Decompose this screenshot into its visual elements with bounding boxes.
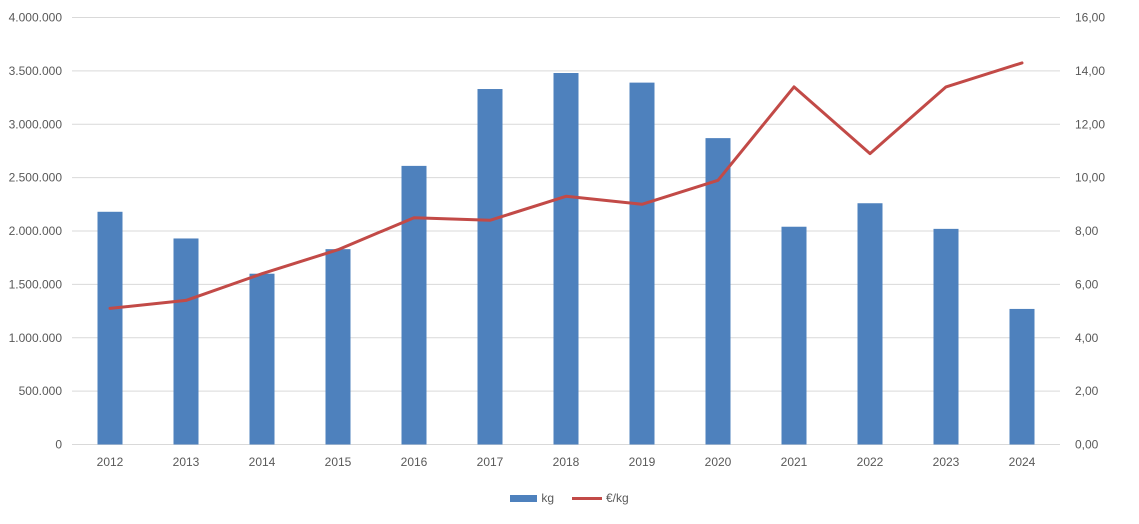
x-axis-tick-label: 2020 [705,455,732,469]
bar-2020 [705,138,731,445]
y-axis-right-tick-label: 0,00 [1075,438,1099,452]
x-axis-tick-label: 2016 [401,455,428,469]
bar-2023 [933,228,959,445]
y-axis-left-tick-label: 4.000.000 [9,11,63,25]
bar-2013 [173,238,199,445]
y-axis-left-tick-label: 1.500.000 [9,277,63,291]
x-axis-tick-label: 2021 [781,455,808,469]
y-axis-right-tick-label: 2,00 [1075,384,1099,398]
x-axis-tick-label: 2012 [97,455,124,469]
y-axis-right-tick-label: 10,00 [1075,171,1105,185]
price-per-kg-line [108,61,1024,310]
y-axis-right-tick-label: 4,00 [1075,331,1099,345]
legend-bar-swatch-icon [510,494,538,502]
y-axis-right-tick-label: 12,00 [1075,117,1105,131]
bar-2019 [629,82,655,445]
y-axis-right-tick-label: 6,00 [1075,277,1099,291]
legend-label-kg: kg [541,491,554,505]
bar-2014 [249,273,275,445]
y-axis-right-tick-label: 16,00 [1075,11,1105,25]
y-axis-left-tick-label: 2.000.000 [9,224,63,238]
y-axis-left-tick-label: 1.000.000 [9,331,63,345]
bar-2024 [1009,308,1035,445]
x-axis-tick-label: 2017 [477,455,504,469]
y-axis-right-tick-label: 8,00 [1075,224,1099,238]
bar-2022 [857,203,883,445]
bar-2018 [553,73,579,445]
chart-legend: kg €/kg [0,491,1139,505]
legend-item-kg: kg [510,491,554,505]
bar-2012 [97,211,123,445]
x-axis-tick-label: 2023 [933,455,960,469]
bar-2021 [781,226,807,445]
x-axis-tick-label: 2018 [553,455,580,469]
bar-2016 [401,165,427,445]
x-axis-tick-label: 2022 [857,455,884,469]
y-axis-left-tick-label: 2.500.000 [9,171,63,185]
legend-label-eur-per-kg: €/kg [606,491,629,505]
legend-item-eur-per-kg: €/kg [572,491,629,505]
bar-2017 [477,89,503,445]
x-axis-tick-label: 2019 [629,455,656,469]
y-axis-left-tick-label: 3.000.000 [9,117,63,131]
x-axis-tick-label: 2015 [325,455,352,469]
x-axis-tick-label: 2014 [249,455,276,469]
bar-2015 [325,249,351,445]
x-axis-tick-label: 2024 [1009,455,1036,469]
legend-line-swatch-icon [572,496,602,500]
y-axis-right-tick-label: 14,00 [1075,64,1105,78]
y-axis-left-tick-label: 3.500.000 [9,64,63,78]
x-axis-tick-label: 2013 [173,455,200,469]
y-axis-left-tick-label: 0 [55,438,62,452]
y-axis-left-tick-label: 500.000 [19,384,63,398]
